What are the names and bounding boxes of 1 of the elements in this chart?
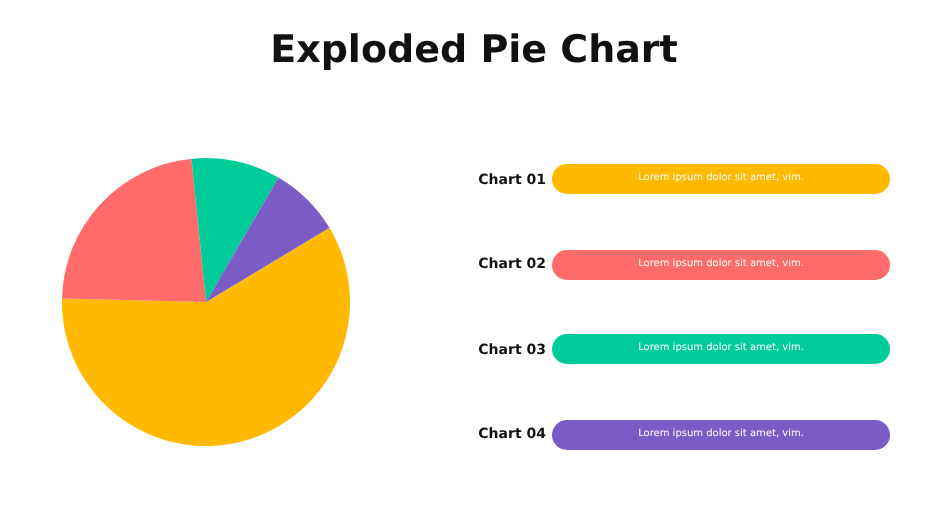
chart-title: Exploded Pie Chart (268, 28, 680, 72)
